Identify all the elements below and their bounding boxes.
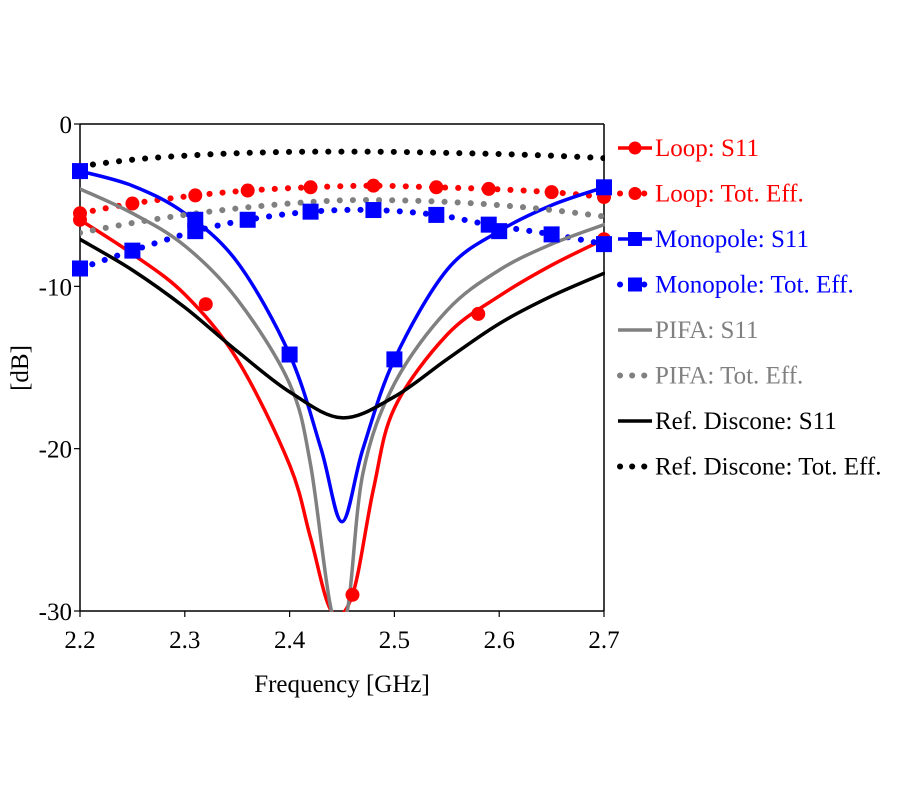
y-tick-label: 0 — [60, 112, 73, 139]
series-line-loop-tot-eff — [80, 182, 605, 217]
legend-marker — [628, 187, 642, 200]
data-point-loop-s11 — [471, 306, 486, 321]
data-point-monopole-s11 — [72, 163, 88, 180]
data-point-loop-tot-eff — [188, 188, 203, 203]
legend-item-loop-tot-eff: Loop: Tot. Eff. — [617, 181, 804, 208]
legend-label: Ref. Discone: Tot. Eff. — [655, 454, 881, 481]
legend-marker — [628, 277, 642, 292]
x-axis-title: Frequency [GHz] — [254, 671, 430, 698]
y-tick-label: -20 — [39, 437, 72, 464]
axes — [79, 123, 605, 612]
legend-item-pifa-s11: PIFA: S11 — [618, 317, 759, 344]
data-point-monopole-s11 — [281, 346, 298, 363]
data-point-loop-tot-eff — [366, 178, 381, 193]
legend-item-monopole-s11: Monopole: S11 — [618, 226, 809, 253]
ticks: 2.2 2.3 2.4 2.5 2.6 2.7 0 -10 -20 -30 — [39, 112, 620, 654]
legend-label: PIFA: Tot. Eff. — [655, 363, 803, 390]
data-point-monopole-tot-eff — [72, 260, 88, 277]
legend-marker — [628, 232, 642, 246]
legend-item-ref-discone-s11: Ref. Discone: S11 — [618, 408, 837, 435]
data-point-monopole-tot-eff — [596, 236, 612, 253]
y-axis-title: [dB] — [7, 345, 34, 391]
series-line-pifa-tot-eff — [80, 197, 605, 236]
series-line-ref-discone-s11 — [80, 237, 605, 420]
y-tick-label: -10 — [39, 274, 72, 301]
legend-item-monopole-tot-eff: Monopole: Tot. Eff. — [617, 272, 854, 299]
data-point-loop-tot-eff — [73, 206, 87, 221]
data-point-loop-tot-eff — [544, 185, 559, 200]
x-tick-label: 2.2 — [64, 627, 95, 654]
x-tick-label: 2.4 — [274, 627, 306, 654]
data-point-monopole-tot-eff — [239, 211, 256, 228]
data-point-monopole-tot-eff — [480, 216, 497, 233]
y-tick-label: -30 — [39, 599, 72, 626]
x-tick-label: 2.5 — [379, 627, 410, 654]
legend: Loop: S11 Loop: Tot. Eff. Monopole: S11 Mon… — [617, 135, 881, 481]
legend-label: Loop: S11 — [655, 135, 759, 162]
data-point-monopole-s11 — [386, 351, 403, 368]
legend-item-loop-s11: Loop: S11 — [618, 135, 759, 162]
legend-marker — [628, 141, 642, 155]
data-point-loop-tot-eff — [481, 181, 496, 196]
series-line-monopole-tot-eff — [80, 206, 605, 272]
data-point-monopole-tot-eff — [187, 223, 204, 240]
data-point-monopole-tot-eff — [302, 203, 319, 220]
legend-label: Monopole: S11 — [655, 226, 809, 253]
markers-layer — [72, 163, 612, 602]
x-tick-label: 2.3 — [169, 627, 200, 654]
series-line-monopole-s11 — [80, 169, 605, 524]
data-point-monopole-tot-eff — [543, 226, 560, 243]
data-point-loop-s11 — [198, 297, 213, 312]
data-point-loop-tot-eff — [240, 183, 255, 198]
data-point-loop-tot-eff — [125, 196, 140, 211]
data-point-monopole-tot-eff — [428, 206, 445, 223]
legend-item-ref-discone-tot-eff: Ref. Discone: Tot. Eff. — [617, 454, 881, 481]
series-line-pifa-s11 — [80, 187, 605, 612]
x-tick-label: 2.7 — [588, 627, 619, 654]
data-point-loop-s11 — [345, 587, 360, 602]
legend-item-pifa-tot-eff: PIFA: Tot. Eff. — [617, 363, 803, 390]
series-layer — [80, 148, 605, 612]
legend-label: Ref. Discone: S11 — [655, 408, 837, 435]
legend-label: PIFA: S11 — [655, 317, 759, 344]
legend-label: Monopole: Tot. Eff. — [655, 272, 854, 299]
data-point-loop-tot-eff — [303, 180, 318, 195]
legend-label: Loop: Tot. Eff. — [655, 181, 804, 208]
data-point-monopole-s11 — [596, 179, 612, 196]
data-point-loop-tot-eff — [429, 180, 444, 195]
x-tick-label: 2.6 — [484, 627, 515, 654]
series-line-ref-discone-tot-eff — [80, 148, 605, 170]
data-point-monopole-tot-eff — [365, 202, 382, 219]
data-point-monopole-tot-eff — [124, 242, 141, 259]
